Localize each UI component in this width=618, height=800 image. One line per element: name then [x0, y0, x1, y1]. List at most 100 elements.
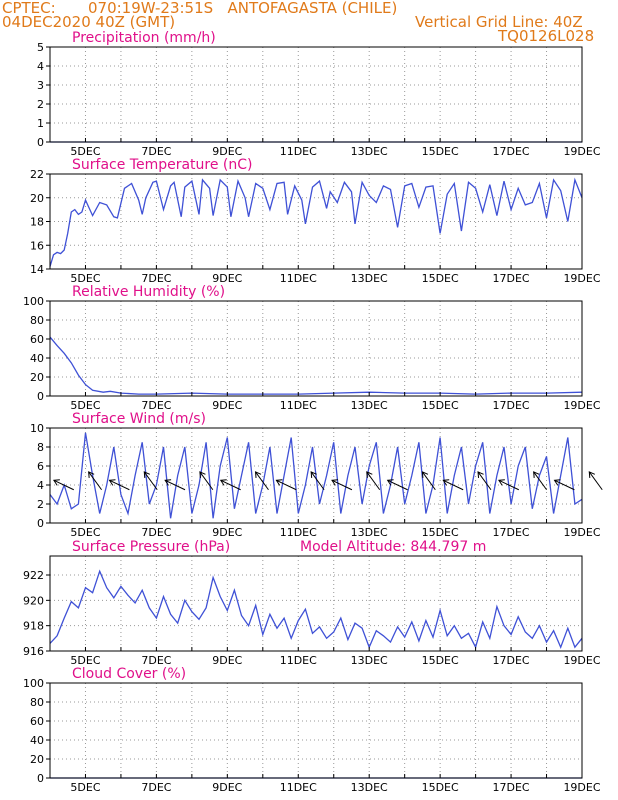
x-tick-label: 11DEC: [280, 145, 317, 158]
y-tick-label: 6: [37, 460, 44, 473]
wind-arrow-head: [310, 471, 317, 478]
x-tick-label: 15DEC: [422, 654, 459, 667]
x-tick-label: 9DEC: [212, 272, 242, 285]
y-tick-label: 920: [23, 594, 44, 607]
series-line: [49, 177, 583, 267]
x-tick-label: 11DEC: [280, 781, 317, 794]
x-tick-label: 19DEC: [563, 145, 600, 158]
y-tick-label: 0: [37, 136, 44, 149]
y-tick-label: 40: [30, 734, 44, 747]
x-tick-label: 15DEC: [422, 145, 459, 158]
x-tick-label: 13DEC: [351, 526, 388, 539]
x-tick-label: 9DEC: [212, 399, 242, 412]
x-tick-label: 19DEC: [563, 399, 600, 412]
x-tick-label: 5DEC: [70, 399, 100, 412]
panel-frame: [49, 427, 583, 524]
wind-arrow-head: [164, 479, 172, 486]
wind-arrow: [498, 479, 520, 491]
x-tick-label: 11DEC: [280, 399, 317, 412]
y-tick-label: 20: [30, 753, 44, 766]
panel-4: Surface Wind (m/s) 0 2 4 6 8 10 5DEC 7DEC 9DEC 11D…: [30, 411, 603, 539]
wind-arrow: [109, 479, 130, 491]
y-tick-label: 22: [30, 168, 44, 181]
y-tick-label: 40: [30, 352, 44, 365]
y-tick-label: 4: [37, 60, 44, 73]
x-tick-label: 7DEC: [141, 781, 171, 794]
wind-arrow-head: [143, 471, 150, 478]
y-tick-label: 0: [37, 390, 44, 403]
x-tick-label: 11DEC: [280, 526, 317, 539]
x-tick-label: 7DEC: [141, 526, 171, 539]
panel-frame: [49, 555, 583, 652]
wind-arrow: [164, 479, 186, 491]
panel-1: Precipitation (mm/h) 0 1 2 3 4 5 5DEC 7DEC 9DEC 11…: [37, 30, 601, 158]
panel-title: Relative Humidity (%): [72, 284, 225, 300]
panel-frame: [49, 682, 583, 779]
x-tick-label: 7DEC: [141, 399, 171, 412]
series-line: [49, 432, 583, 519]
y-tick-label: 0: [37, 772, 44, 785]
y-tick-label: 1: [37, 117, 44, 130]
wind-arrow-head: [553, 479, 561, 486]
x-tick-label: 13DEC: [351, 145, 388, 158]
panel-title: Cloud Cover (%): [72, 666, 186, 682]
wind-arrow: [477, 471, 492, 491]
header-grid-line: Vertical Grid Line: 40Z: [415, 13, 583, 31]
x-tick-label: 11DEC: [280, 654, 317, 667]
y-tick-label: 4: [37, 479, 44, 492]
wind-arrow-head: [108, 479, 116, 486]
x-tick-label: 13DEC: [351, 272, 388, 285]
panel-frame: [49, 300, 583, 397]
wind-arrow: [588, 471, 603, 491]
wind-arrow-head: [275, 479, 283, 486]
wind-arrow: [310, 471, 325, 491]
wind-arrow: [276, 479, 297, 491]
y-tick-label: 5: [37, 41, 44, 54]
panel-title: Surface Pressure (hPa): [72, 539, 230, 555]
y-tick-label: 100: [23, 677, 44, 690]
wind-arrow: [88, 471, 102, 491]
x-tick-label: 9DEC: [212, 781, 242, 794]
y-tick-label: 2: [37, 98, 44, 111]
wind-arrow-head: [421, 471, 429, 478]
x-tick-label: 5DEC: [70, 145, 100, 158]
wind-arrow-head: [442, 479, 450, 486]
x-tick-label: 17DEC: [493, 654, 530, 667]
wind-arrow-head: [386, 479, 394, 486]
wind-arrow-head: [331, 479, 339, 486]
wind-arrow-head: [477, 471, 484, 478]
panel-6: Cloud Cover (%) 0 20 40 60 80 100 5DEC 7DEC 9DEC 1…: [23, 666, 601, 794]
header-run: 04DEC2020 40Z (GMT): [2, 13, 176, 31]
panel-title: Precipitation (mm/h): [72, 30, 216, 46]
y-tick-label: 80: [30, 314, 44, 327]
wind-arrow: [421, 471, 436, 491]
x-tick-label: 13DEC: [351, 399, 388, 412]
panel-3: Relative Humidity (%) 0 20 40 60 80 100 5DEC 7DE…: [23, 284, 601, 412]
wind-arrow: [554, 479, 575, 491]
panel-subtitle: Model Altitude: 844.797 m: [300, 539, 486, 555]
wind-arrow-head: [199, 471, 206, 478]
header-location: 070:19W-23:51S ANTOFAGASTA (CHILE): [88, 0, 398, 17]
x-tick-label: 19DEC: [563, 526, 600, 539]
y-tick-label: 918: [23, 620, 44, 633]
x-tick-label: 17DEC: [493, 145, 530, 158]
x-tick-label: 17DEC: [493, 272, 530, 285]
y-tick-label: 80: [30, 696, 44, 709]
x-tick-label: 15DEC: [422, 526, 459, 539]
y-tick-label: 2: [37, 498, 44, 511]
x-tick-label: 13DEC: [351, 781, 388, 794]
x-tick-label: 5DEC: [70, 781, 100, 794]
wind-arrow: [366, 471, 381, 491]
x-tick-label: 7DEC: [141, 272, 171, 285]
y-tick-label: 916: [23, 645, 44, 658]
y-tick-label: 922: [23, 569, 44, 582]
wind-arrow-head: [588, 471, 596, 478]
wind-arrow-head: [533, 471, 540, 478]
y-tick-label: 8: [37, 441, 44, 454]
x-tick-label: 19DEC: [563, 781, 600, 794]
x-tick-label: 17DEC: [493, 526, 530, 539]
x-tick-label: 19DEC: [563, 272, 600, 285]
y-tick-label: 20: [30, 192, 44, 205]
y-tick-label: 0: [37, 517, 44, 530]
